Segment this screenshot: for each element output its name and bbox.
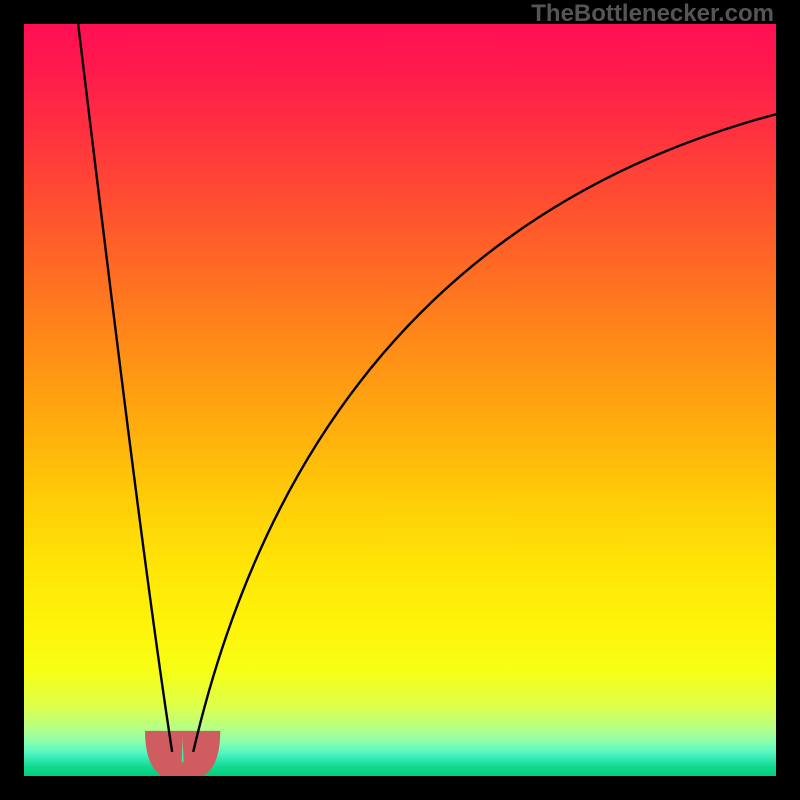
frame-bottom <box>0 776 800 800</box>
dip-marker <box>145 731 220 776</box>
bottleneck-curve-svg <box>24 24 776 776</box>
frame-right <box>776 0 800 800</box>
plot-area <box>24 24 776 776</box>
curve-left-branch <box>78 24 172 752</box>
curve-right-branch <box>193 114 776 752</box>
watermark-text: TheBottlenecker.com <box>531 0 774 28</box>
frame-left <box>0 0 24 800</box>
stage: TheBottlenecker.com <box>0 0 800 800</box>
